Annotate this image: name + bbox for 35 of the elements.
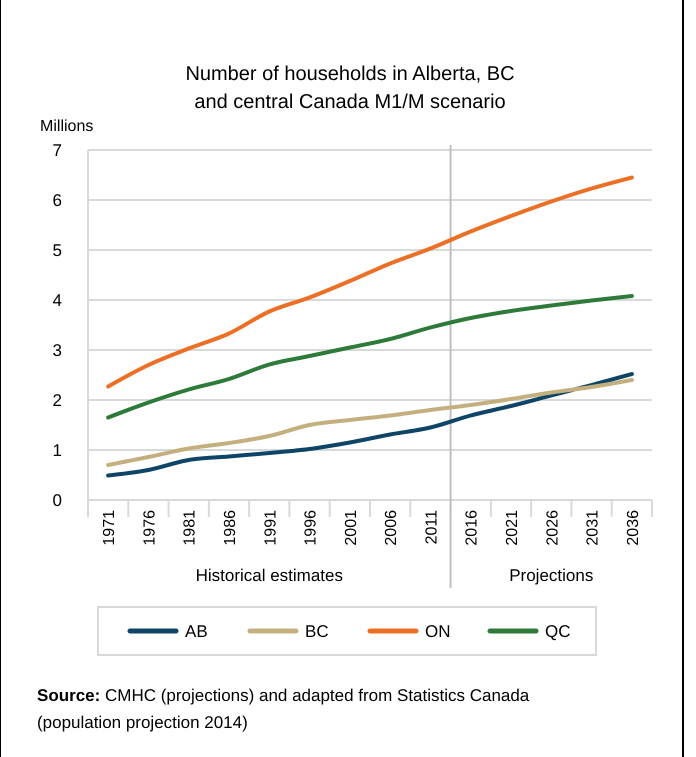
x-tick-label: 1976: [141, 510, 158, 546]
line-series: [106, 176, 634, 388]
y-tick-label: 7: [52, 141, 62, 160]
legend-label: ON: [425, 622, 450, 641]
y-tick-label: 4: [52, 291, 62, 310]
x-tick-label: 1981: [182, 510, 199, 546]
legend-label: AB: [185, 622, 208, 641]
legend-label: QC: [545, 622, 570, 641]
line-series: [106, 294, 634, 420]
x-tick-label: 2026: [544, 510, 562, 546]
x-tick-label: 1986: [222, 510, 239, 546]
x-tick-label: 1991: [262, 510, 280, 546]
chart-title: Number of households in Alberta, BC and central Canada M1/M scenario: [185, 63, 515, 113]
line-series: [106, 372, 634, 478]
source-note: Source: CMHC (projections) and adapted from Statistics Canada (population projection 2014): [37, 686, 530, 732]
x-tick-label: 2006: [383, 510, 400, 546]
y-tick-label: 3: [52, 341, 62, 360]
x-tick-label: 2001: [342, 510, 360, 546]
y-tick-label: 6: [52, 191, 62, 210]
x-tick-label: 1996: [302, 510, 320, 546]
x-tick-label: 2011: [423, 510, 440, 544]
x-tick-label: 1971: [101, 510, 118, 546]
y-axis-title: Millions: [40, 118, 94, 135]
y-tick-label: 1: [52, 441, 62, 460]
x-tick-label: 2016: [464, 510, 481, 546]
line-series: [106, 378, 634, 467]
text: Projections: [509, 566, 594, 585]
x-tick-label: 2031: [584, 510, 602, 546]
y-tick-label: 0: [52, 491, 62, 510]
x-tick-label: 2036: [624, 510, 642, 546]
y-tick-label: 5: [52, 241, 62, 260]
text: Historical estimates: [196, 566, 343, 585]
y-tick-label: 2: [52, 391, 62, 410]
legend-label: BC: [305, 622, 329, 641]
x-tick-label: 2021: [504, 510, 521, 546]
